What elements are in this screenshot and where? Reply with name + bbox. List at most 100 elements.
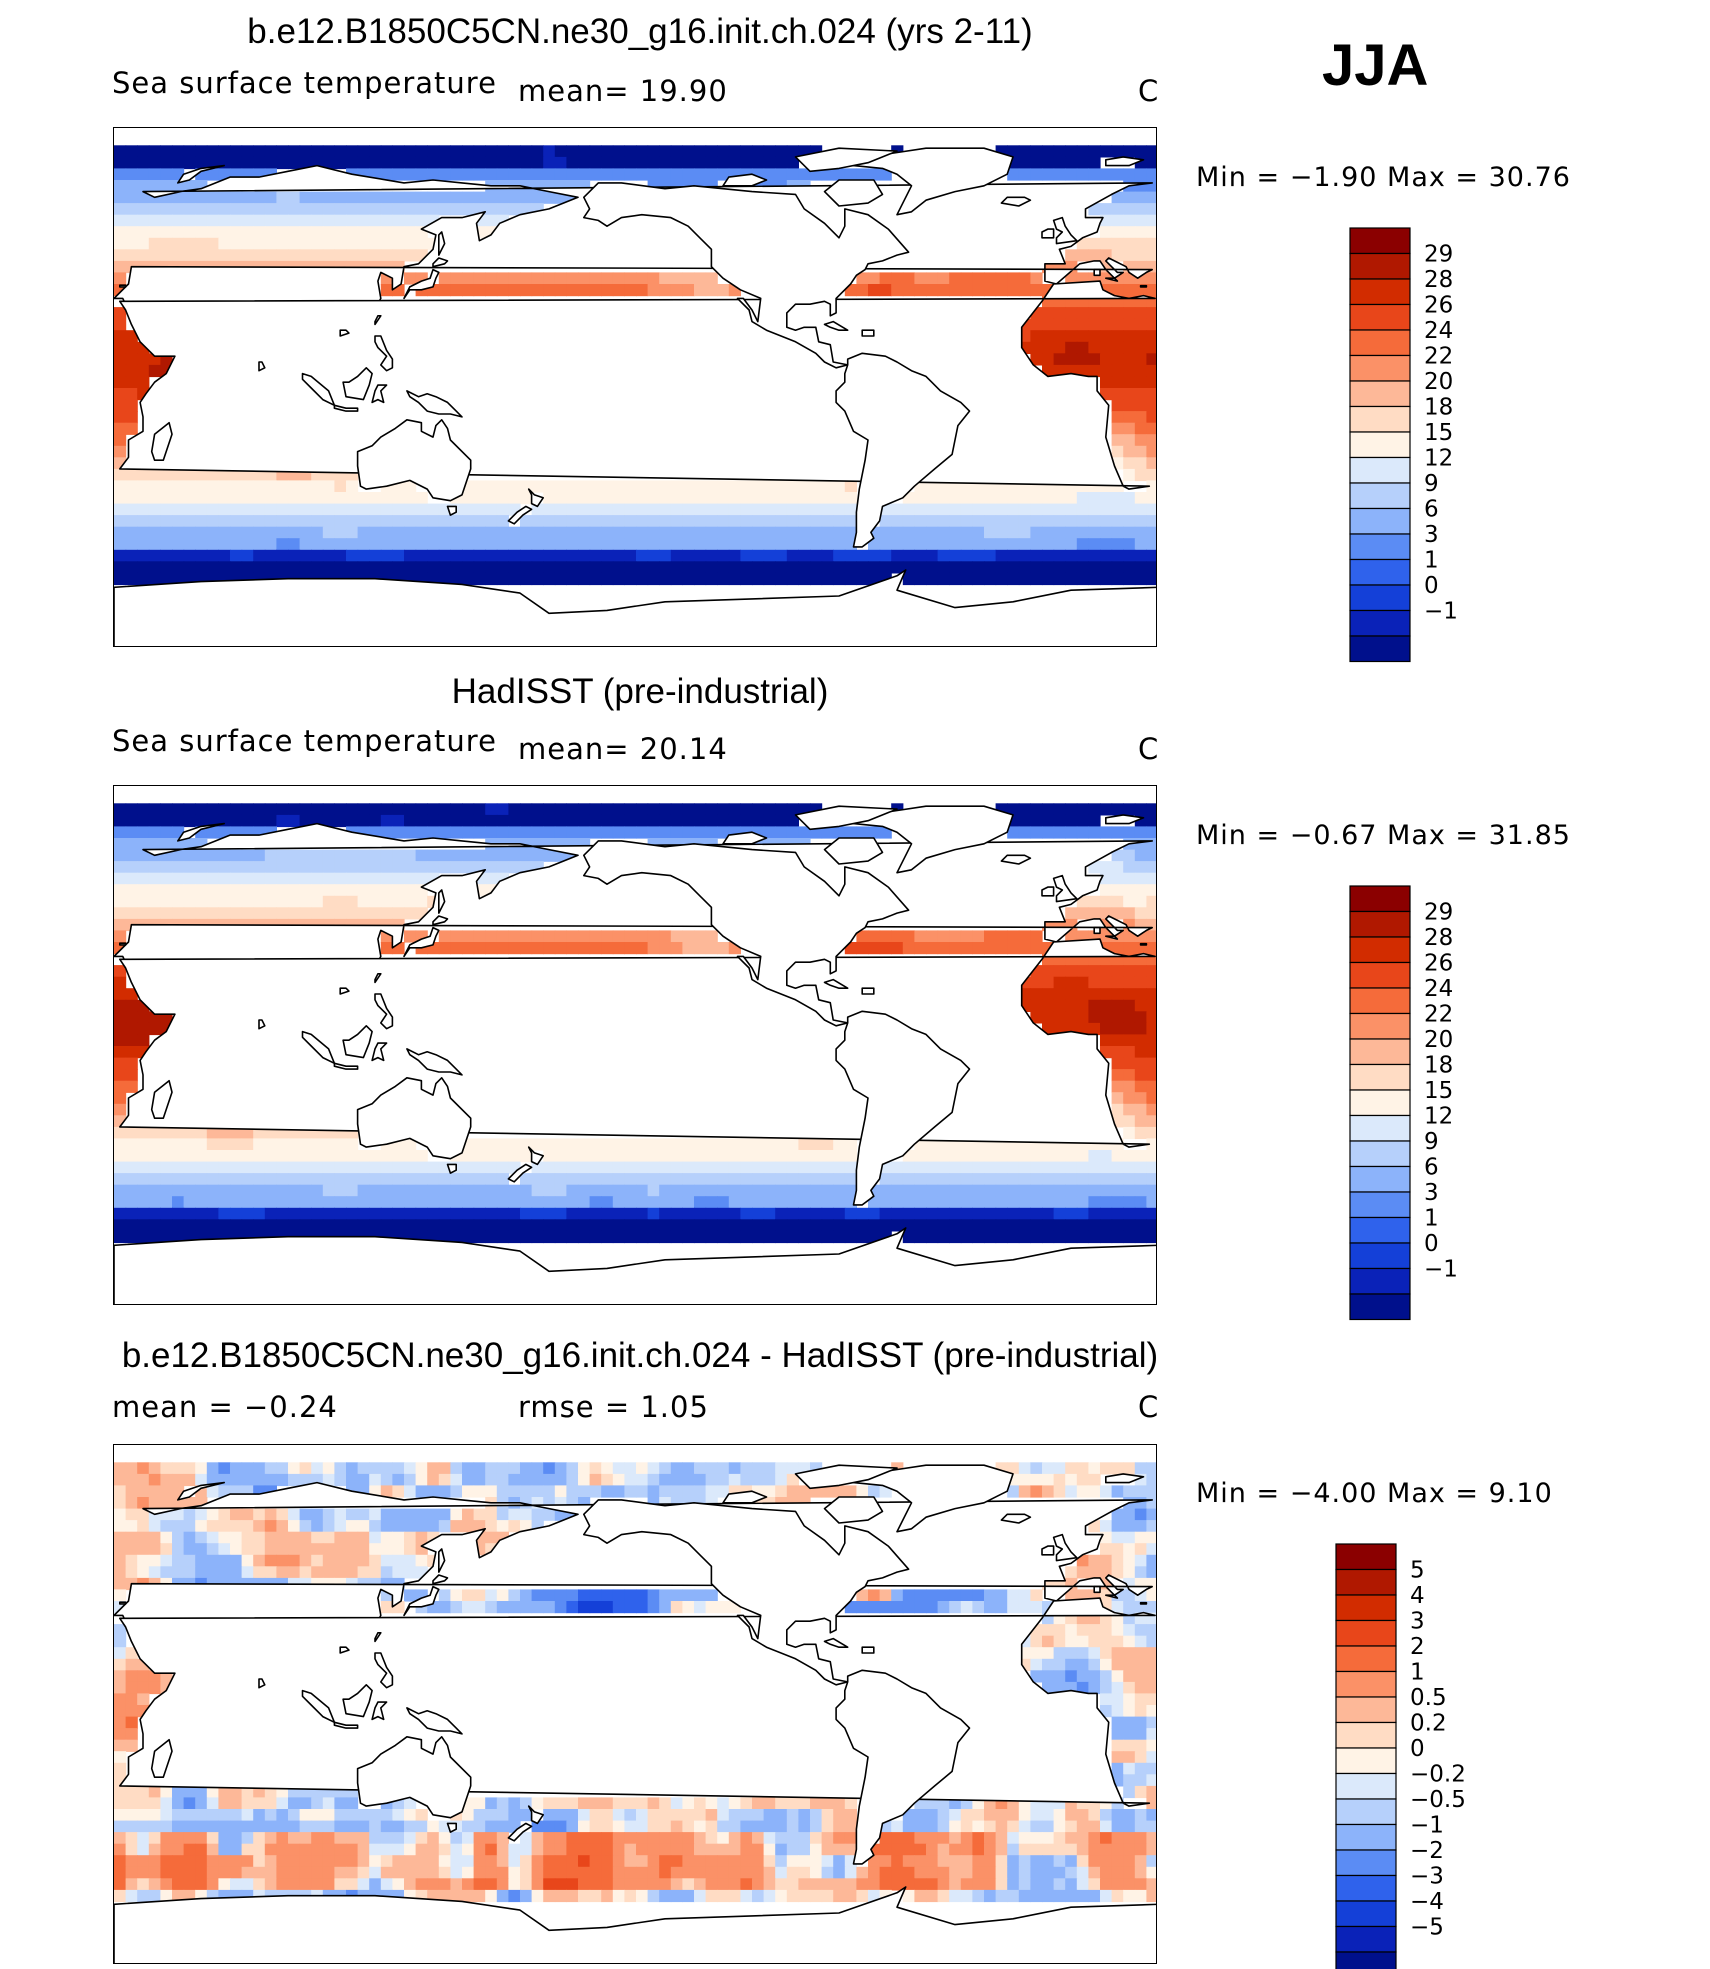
- panel2-title: HadISST (pre-industrial): [451, 672, 829, 711]
- coastline-svalbard: [1104, 814, 1145, 825]
- coastlines: [114, 805, 1156, 1304]
- panel2-units: C: [1138, 732, 1160, 766]
- colorbar-box: [1335, 1823, 1397, 1851]
- colorbar-tick-label: 24: [1424, 318, 1453, 344]
- colorbar-box: [1349, 533, 1411, 561]
- colorbar-box: [1335, 1772, 1397, 1800]
- coastline-greenland: [852, 1464, 1014, 1533]
- coastline-tasmania: [446, 505, 458, 516]
- colorbar-box: [1349, 380, 1411, 408]
- colorbar-tick-label: −4: [1410, 1889, 1444, 1915]
- colorbar-box: [1349, 431, 1411, 459]
- colorbar-box: [1349, 354, 1411, 382]
- coastline-sriLanka: [258, 361, 266, 372]
- coastline-japan: [403, 268, 440, 300]
- colorbar-tick-label: 15: [1424, 420, 1453, 446]
- coastline-newZealandN: [527, 1146, 545, 1166]
- colorbar-tick-label: 9: [1424, 471, 1439, 497]
- colorbar-tick-label: 26: [1424, 951, 1453, 977]
- coastline-newZealandS: [507, 1163, 533, 1183]
- coastline-australia: [356, 1735, 472, 1819]
- panel1-title: b.e12.B1850C5CN.ne30_g16.init.ch.024 (yr…: [247, 12, 1033, 51]
- panel3-rmse: rmse = 1.05: [518, 1390, 709, 1424]
- colorbar-box: [1349, 252, 1411, 280]
- coastline-svalbard: [1104, 156, 1145, 167]
- colorbar-tick-label: 1: [1410, 1660, 1425, 1686]
- coastline-southAmerica: [835, 1010, 971, 1206]
- panel1-map: [113, 127, 1157, 647]
- coastline-ellesmere: [794, 147, 898, 173]
- colorbar-tick-label: 1: [1424, 1206, 1439, 1232]
- coastline-antarctica: [114, 1886, 1156, 1963]
- coastline-africa: [119, 280, 1156, 490]
- coastline-cuba: [823, 978, 849, 989]
- coastline-southAmerica: [835, 1669, 971, 1865]
- coastline-tasmania: [446, 1822, 458, 1833]
- coastline-ellesmere: [794, 805, 898, 831]
- coastline-australia: [356, 418, 472, 502]
- coastline-novayaZemlya: [176, 164, 225, 184]
- colorbar-box: [1335, 1951, 1397, 1969]
- colorbar-tick-label: 0.5: [1410, 1685, 1447, 1711]
- coastline-hainan: [339, 329, 350, 337]
- colorbar-tick-label: 3: [1410, 1609, 1425, 1635]
- colorbar-box: [1335, 1670, 1397, 1698]
- coastline-antarctica: [114, 1227, 1156, 1304]
- coastline-baffin: [823, 179, 884, 207]
- coastline-sumatra: [301, 1030, 336, 1065]
- colorbar-tick-label: −0.5: [1410, 1787, 1466, 1813]
- coastline-britain: [1052, 216, 1078, 245]
- colorbar-tick-label: 29: [1424, 242, 1453, 268]
- colorbar-tick-label: 0: [1410, 1736, 1425, 1762]
- coastline-baffin: [823, 837, 884, 865]
- colorbar-box: [1335, 1925, 1397, 1953]
- colorbar-box: [1349, 961, 1411, 989]
- colorbar-box: [1349, 329, 1411, 357]
- panel1-mean: mean= 19.90: [518, 74, 728, 108]
- coastline-cuba: [823, 320, 849, 331]
- coastline-sicily: [1104, 935, 1119, 940]
- colorbar-tick-label: 9: [1424, 1129, 1439, 1155]
- colorbar-box: [1335, 1543, 1397, 1571]
- coastline-northAmerica: [582, 182, 910, 369]
- coastline-hispaniola: [861, 987, 875, 995]
- panel1-units: C: [1138, 74, 1160, 108]
- colorbar-box: [1349, 609, 1411, 637]
- coastline-africa: [119, 938, 1156, 1148]
- colorbar-tick-label: −3: [1410, 1864, 1444, 1890]
- colorbar-box: [1349, 303, 1411, 331]
- coastline-hispaniola: [861, 329, 875, 337]
- coastline-hokkaido: [432, 257, 449, 268]
- coastline-hokkaido: [432, 1574, 449, 1585]
- coastline-tasmania: [446, 1163, 458, 1174]
- colorbar-box: [1349, 910, 1411, 938]
- coastline-japan: [403, 1585, 440, 1617]
- coastline-victoriaIsl: [722, 1490, 768, 1504]
- colorbar-tick-label: 3: [1424, 1180, 1439, 1206]
- panel3-minmax: Min = −4.00 Max = 9.10: [1196, 1478, 1553, 1509]
- coastline-taiwan: [374, 315, 382, 326]
- colorbar-tick-label: 26: [1424, 293, 1453, 319]
- colorbar-tick-label: −2: [1410, 1838, 1444, 1864]
- panel2-mean: mean= 20.14: [518, 732, 728, 766]
- coastline-madagascar: [150, 1079, 173, 1120]
- panel1-colorbar: 29 28 26 24 22 20 18 15 12 9 6 3 1 0 −1: [1349, 227, 1550, 663]
- panel1-minmax: Min = −1.90 Max = 30.76: [1196, 162, 1571, 193]
- colorbar-tick-label: 6: [1424, 497, 1439, 523]
- colorbar-tick-label: −5: [1410, 1915, 1444, 1941]
- colorbar-tick-label: 1: [1424, 548, 1439, 574]
- colorbar-tick-label: 29: [1424, 900, 1453, 926]
- colorbar-box: [1349, 1191, 1411, 1219]
- coastline-northAmerica: [582, 1499, 910, 1686]
- coastline-cyprus: [119, 284, 127, 288]
- coastline-novayaZemlya: [176, 1481, 225, 1501]
- colorbar-box: [1335, 1696, 1397, 1724]
- coastline-hispaniola: [861, 1646, 875, 1654]
- colorbar-box: [1349, 1242, 1411, 1270]
- coastline-sulawesi: [371, 1042, 388, 1062]
- colorbar-tick-label: −1: [1424, 599, 1458, 625]
- colorbar-box: [1335, 1874, 1397, 1902]
- coastline-iceland: [1000, 196, 1032, 207]
- coastline-sakhalin: [437, 231, 446, 256]
- colorbar-tick-label: 12: [1424, 1104, 1453, 1130]
